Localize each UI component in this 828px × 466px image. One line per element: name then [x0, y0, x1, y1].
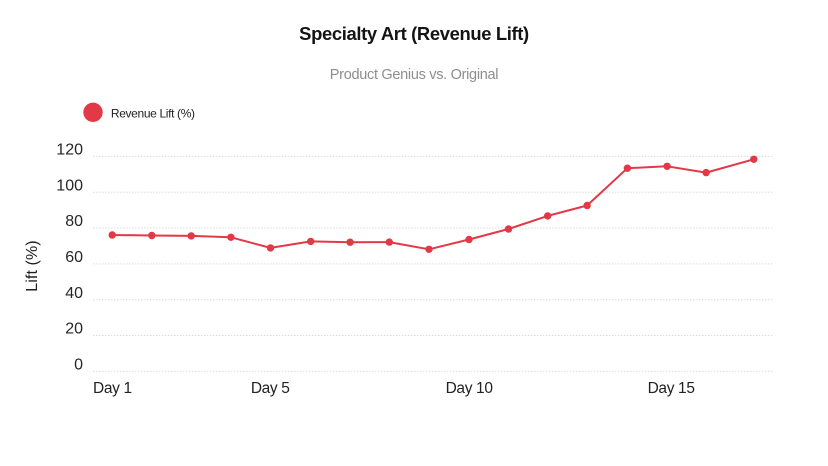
svg-text:80: 80	[65, 213, 83, 230]
svg-text:120: 120	[56, 142, 83, 159]
svg-text:100: 100	[56, 177, 83, 194]
svg-text:Day 10: Day 10	[446, 380, 494, 397]
svg-text:0: 0	[74, 357, 83, 374]
svg-text:Day 15: Day 15	[648, 380, 695, 397]
svg-text:60: 60	[65, 249, 83, 266]
svg-text:20: 20	[65, 321, 83, 338]
svg-text:Day 1: Day 1	[93, 380, 132, 397]
svg-text:40: 40	[65, 285, 83, 302]
svg-text:Specialty Art (Revenue Lift): Specialty Art (Revenue Lift)	[299, 23, 529, 44]
svg-text:Day 5: Day 5	[251, 380, 290, 397]
svg-text:Product Genius vs. Original: Product Genius vs. Original	[330, 67, 498, 83]
svg-text:Revenue Lift (%): Revenue Lift (%)	[111, 106, 195, 120]
svg-text:Lift (%): Lift (%)	[24, 240, 41, 291]
